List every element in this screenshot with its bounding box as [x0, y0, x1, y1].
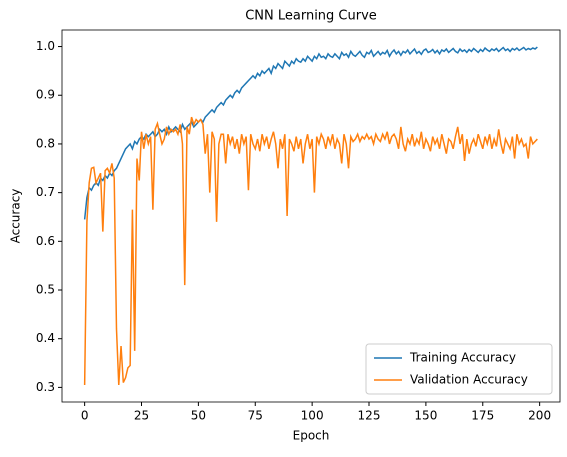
plot-frame: [61, 29, 561, 403]
x-tick-label: 125: [358, 409, 381, 423]
x-tick-label: 25: [134, 409, 149, 423]
x-tick-label: 75: [248, 409, 263, 423]
y-tick-label: 0.6: [36, 234, 55, 248]
legend-label: Validation Accuracy: [410, 373, 528, 387]
y-tick-label: 0.5: [36, 283, 55, 297]
x-tick-label: 175: [471, 409, 494, 423]
x-tick-label: 200: [528, 409, 551, 423]
x-tick-label: 150: [414, 409, 437, 423]
x-tick-label: 0: [81, 409, 89, 423]
y-tick-label: 0.4: [36, 331, 55, 345]
y-tick-label: 0.3: [36, 380, 55, 394]
chart-title: CNN Learning Curve: [245, 9, 377, 24]
y-axis-label: Accuracy: [9, 189, 23, 244]
x-axis-label: Epoch: [293, 429, 330, 443]
legend-label: Training Accuracy: [409, 351, 516, 365]
y-tick-label: 0.8: [36, 136, 55, 150]
series-line: [83, 46, 538, 220]
legend-box: [365, 343, 553, 395]
y-tick-label: 1.0: [36, 39, 55, 53]
series-line: [83, 116, 538, 386]
y-tick-label: 0.9: [36, 88, 55, 102]
x-tick-label: 50: [191, 409, 206, 423]
x-tick-label: 100: [301, 409, 324, 423]
y-tick-label: 0.7: [36, 185, 55, 199]
